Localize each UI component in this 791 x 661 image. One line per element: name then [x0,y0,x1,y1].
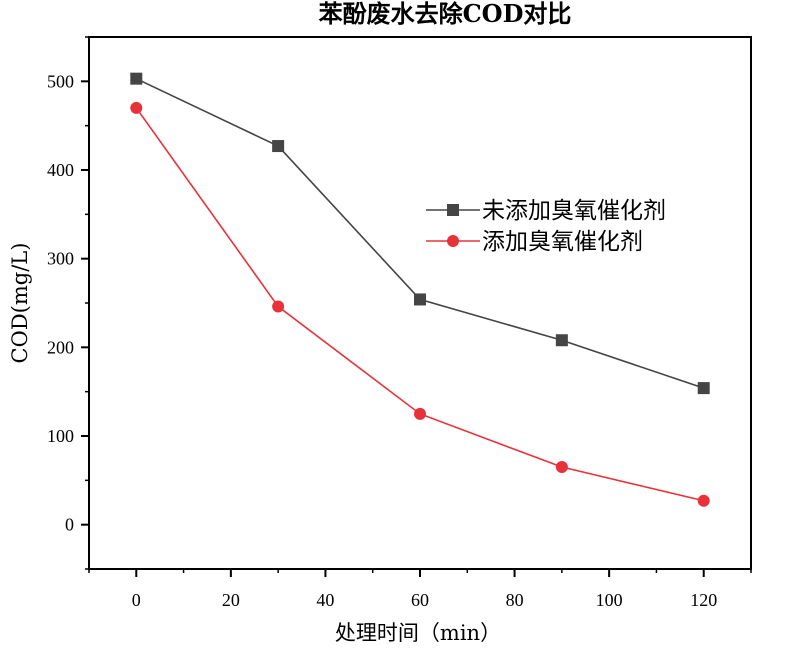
legend-label: 未添加臭氧催化剂 [482,198,666,224]
x-tick-label: 0 [132,590,141,610]
x-tick-label: 100 [596,590,623,610]
legend-marker [447,204,459,216]
x-axis-label: 处理时间（min） [335,621,501,645]
data-point [697,494,710,507]
y-tick-label: 300 [47,249,74,269]
chart-title: 苯酚废水去除COD对比 [318,0,572,28]
data-point [130,72,143,85]
data-point [555,334,568,347]
data-point [414,293,426,306]
x-tick-label: 20 [222,590,240,610]
x-tick-label: 120 [690,590,717,610]
data-point [272,140,285,153]
y-tick-label: 100 [47,426,74,446]
x-tick-label: 80 [506,590,524,610]
axis-ticks: 0 20 40 60 80 100 120 0 100 200 300 400 500 [47,36,752,610]
legend-label: 添加臭氧催化剂 [482,229,643,255]
y-tick-label: 400 [47,160,74,180]
series-group [130,72,710,507]
x-tick-label: 40 [316,590,334,610]
data-point [414,407,426,420]
y-tick-label: 0 [65,515,74,535]
data-point [272,300,285,313]
y-axis-label: COD(mg/L) [8,243,32,364]
y-tick-label: 500 [47,71,74,91]
data-point [697,382,710,395]
legend-marker [447,235,459,247]
plot-area: 0 20 40 60 80 100 120 0 100 200 300 400 500 [47,36,752,610]
y-tick-label: 200 [47,337,74,357]
data-point [555,461,568,474]
data-point [130,101,143,114]
x-tick-label: 60 [411,590,429,610]
